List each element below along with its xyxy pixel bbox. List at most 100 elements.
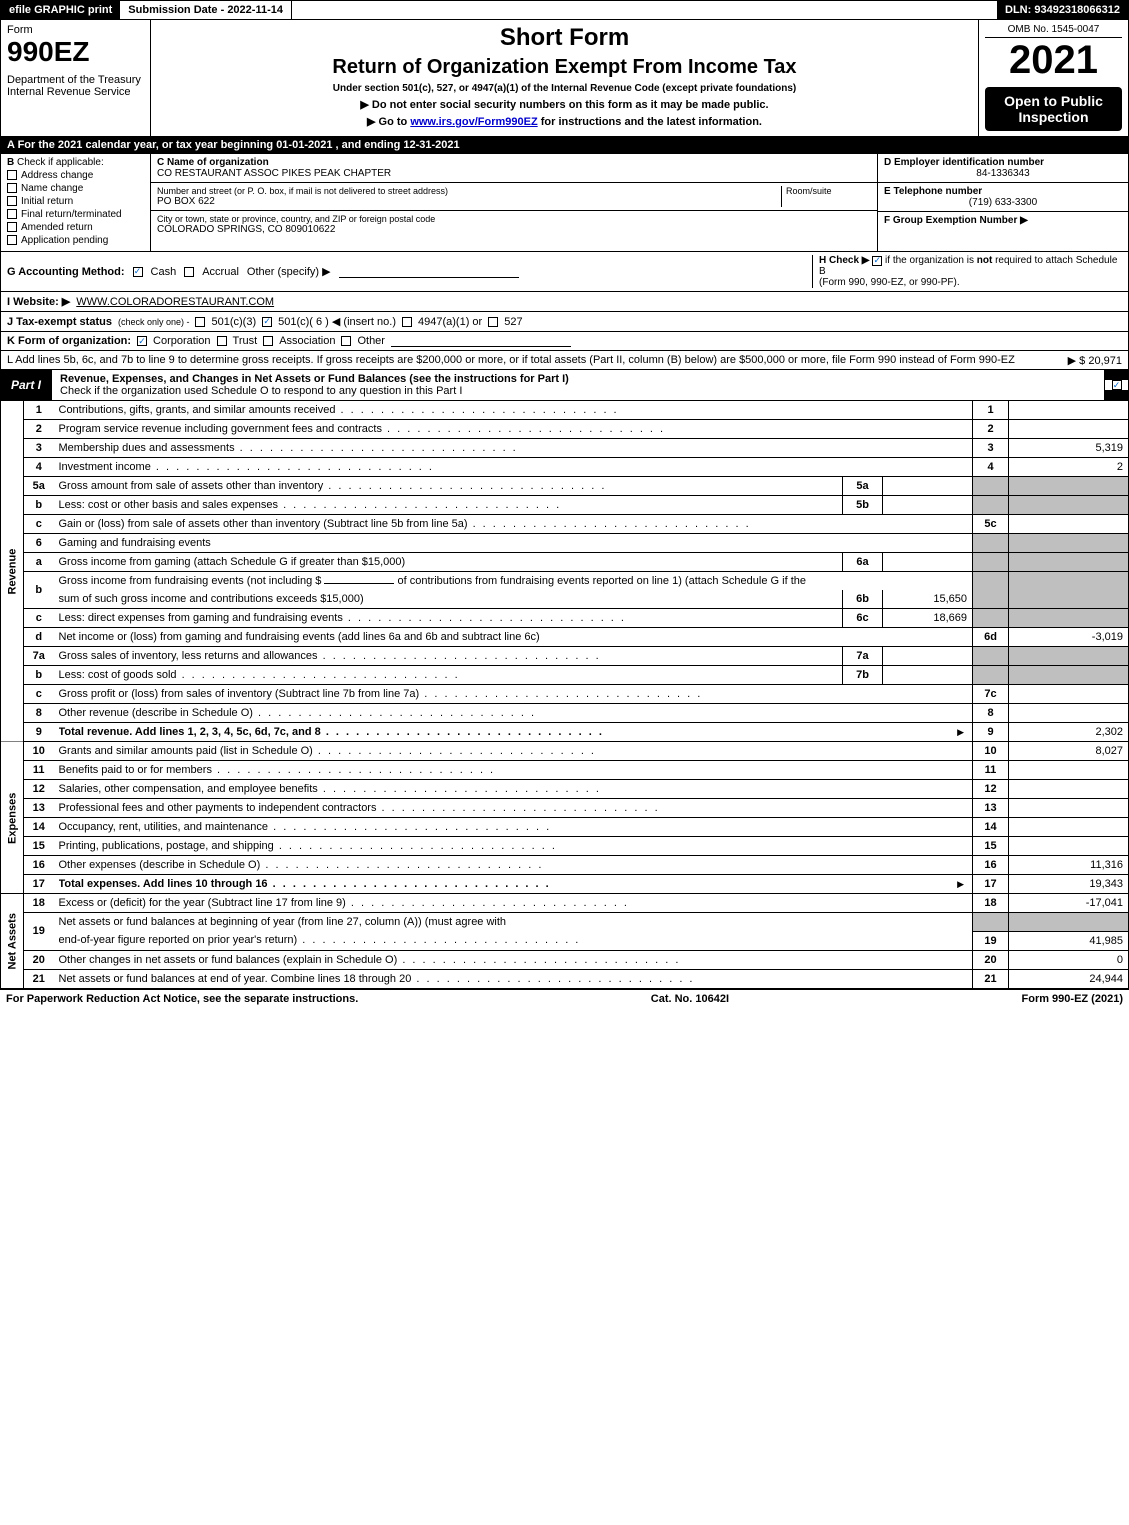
- row-num: 15: [24, 837, 54, 856]
- chk-label: Name change: [21, 183, 83, 194]
- checkbox-icon[interactable]: [7, 183, 17, 193]
- short-form-title: Short Form: [157, 24, 972, 52]
- row-num: 7a: [24, 647, 54, 666]
- row-desc: Contributions, gifts, grants, and simila…: [59, 404, 968, 416]
- grey-cell: [973, 553, 1009, 572]
- chk-h[interactable]: [872, 256, 882, 266]
- line-ref: 9: [973, 723, 1009, 742]
- grey-cell: [973, 572, 1009, 609]
- header-right: OMB No. 1545-0047 2021 Open to Public In…: [978, 20, 1128, 136]
- chk-4947[interactable]: [402, 317, 412, 327]
- chk-cash[interactable]: [133, 267, 143, 277]
- table-row: 13 Professional fees and other payments …: [1, 799, 1129, 818]
- header-subtitle: Under section 501(c), 527, or 4947(a)(1)…: [157, 83, 972, 94]
- chk-association[interactable]: [263, 336, 273, 346]
- instr-goto-post: for instructions and the latest informat…: [538, 116, 762, 128]
- part1-tag: Part I: [1, 375, 51, 395]
- sub-line-ref: 7b: [843, 666, 883, 685]
- efile-print[interactable]: efile GRAPHIC print: [1, 1, 120, 19]
- table-row: 11 Benefits paid to or for members 11: [1, 761, 1129, 780]
- row-num: 3: [24, 439, 54, 458]
- k-label: K Form of organization:: [7, 335, 131, 347]
- checkbox-icon[interactable]: [7, 196, 17, 206]
- chk-initial-return[interactable]: Initial return: [7, 196, 144, 207]
- row-num: 18: [24, 894, 54, 913]
- line-ref: 17: [973, 875, 1009, 894]
- sub-amount: [883, 477, 973, 496]
- row-num: 16: [24, 856, 54, 875]
- grey-cell: [1009, 609, 1129, 628]
- grey-cell: [973, 913, 1009, 932]
- grey-cell: [1009, 647, 1129, 666]
- checkbox-icon[interactable]: [7, 170, 17, 180]
- g-other-blank[interactable]: [339, 266, 519, 278]
- chk-accrual[interactable]: [184, 267, 194, 277]
- c-name-label: C Name of organization: [157, 157, 871, 168]
- amount-cell: [1009, 704, 1129, 723]
- grey-cell: [1009, 666, 1129, 685]
- part1-header: Part I Revenue, Expenses, and Changes in…: [0, 370, 1129, 401]
- row-num: 5a: [24, 477, 54, 496]
- checkbox-icon[interactable]: [7, 235, 17, 245]
- table-row: 20 Other changes in net assets or fund b…: [1, 950, 1129, 969]
- form-word: Form: [7, 24, 144, 36]
- k-corp: Corporation: [153, 335, 210, 347]
- website-value[interactable]: WWW.COLORADORESTAURANT.COM: [76, 296, 274, 308]
- chk-label: Amended return: [21, 222, 93, 233]
- chk-corporation[interactable]: [137, 336, 147, 346]
- irs-label: Internal Revenue Service: [7, 86, 144, 98]
- table-row: 14 Occupancy, rent, utilities, and maint…: [1, 818, 1129, 837]
- form-header: Form 990EZ Department of the Treasury In…: [0, 20, 1129, 137]
- j-sub: (check only one) -: [118, 317, 190, 327]
- top-bar: efile GRAPHIC print Submission Date - 20…: [0, 0, 1129, 20]
- row-desc: Professional fees and other payments to …: [59, 802, 968, 814]
- checkbox-icon[interactable]: [1112, 380, 1122, 390]
- table-row: 21 Net assets or fund balances at end of…: [1, 969, 1129, 988]
- checkbox-icon[interactable]: [7, 222, 17, 232]
- checkbox-icon[interactable]: [7, 209, 17, 219]
- amount-cell: 0: [1009, 950, 1129, 969]
- chk-final-return[interactable]: Final return/terminated: [7, 209, 144, 220]
- row-desc: Gross income from fundraising events (no…: [54, 572, 973, 591]
- dept-treasury: Department of the Treasury: [7, 74, 144, 86]
- part1-check[interactable]: [1104, 380, 1128, 390]
- chk-amended-return[interactable]: Amended return: [7, 222, 144, 233]
- amount-cell: 2: [1009, 458, 1129, 477]
- return-title: Return of Organization Exempt From Incom…: [157, 56, 972, 79]
- line-ref: 21: [973, 969, 1009, 988]
- chk-527[interactable]: [488, 317, 498, 327]
- k-other-blank[interactable]: [391, 335, 571, 347]
- chk-application-pending[interactable]: Application pending: [7, 235, 144, 246]
- g-accrual: Accrual: [202, 266, 239, 278]
- irs-link[interactable]: www.irs.gov/Form990EZ: [410, 116, 537, 128]
- chk-address-change[interactable]: Address change: [7, 170, 144, 181]
- chk-501c[interactable]: [262, 317, 272, 327]
- chk-name-change[interactable]: Name change: [7, 183, 144, 194]
- footer-mid: Cat. No. 10642I: [651, 993, 729, 1005]
- row-num: 1: [24, 401, 54, 420]
- submission-date: Submission Date - 2022-11-14: [120, 1, 292, 19]
- chk-other[interactable]: [341, 336, 351, 346]
- row-num: 14: [24, 818, 54, 837]
- part1-sub: Check if the organization used Schedule …: [60, 385, 462, 397]
- expenses-side-label: Expenses: [1, 742, 24, 894]
- row-num: a: [24, 553, 54, 572]
- chk-501c3[interactable]: [195, 317, 205, 327]
- line-ref: 13: [973, 799, 1009, 818]
- line-ref: 3: [973, 439, 1009, 458]
- line-ref: 2: [973, 420, 1009, 439]
- row-num: 13: [24, 799, 54, 818]
- e-phone-cell: E Telephone number (719) 633-3300: [878, 183, 1128, 212]
- row-desc: Less: cost or other basis and sales expe…: [59, 499, 838, 511]
- chk-trust[interactable]: [217, 336, 227, 346]
- row-desc: Other changes in net assets or fund bala…: [59, 954, 968, 966]
- sub-amount: [883, 496, 973, 515]
- amount-cell: 41,985: [1009, 931, 1129, 950]
- sub-line-ref: 6c: [843, 609, 883, 628]
- amount-cell: [1009, 401, 1129, 420]
- j-501c3: 501(c)(3): [211, 316, 256, 328]
- line-ref: 20: [973, 950, 1009, 969]
- arrow-icon: [957, 878, 967, 890]
- row-num: c: [24, 515, 54, 534]
- row-desc: Less: direct expenses from gaming and fu…: [59, 612, 838, 624]
